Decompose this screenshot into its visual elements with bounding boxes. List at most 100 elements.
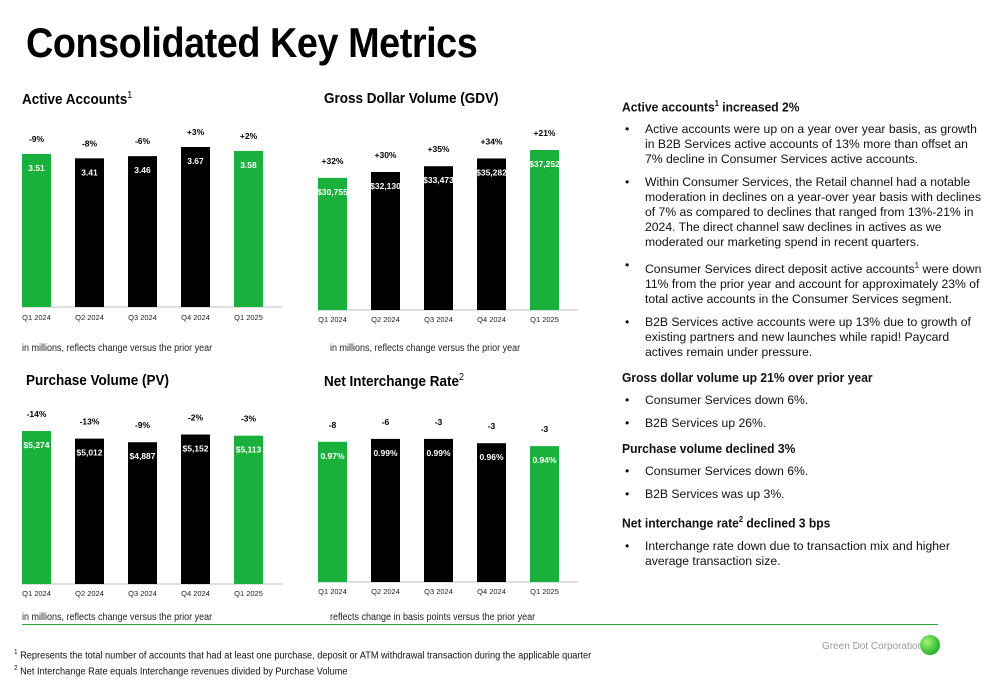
bar-change-label: -3 [488, 421, 496, 431]
category-label: Q4 2024 [477, 315, 506, 324]
bar [128, 156, 157, 307]
bullet-footnote-marker: 1 [914, 261, 920, 271]
commentary-panel: Active accounts1 increased 2%Active acco… [622, 96, 984, 579]
commentary-heading: Gross dollar volume up 21% over prior ye… [622, 370, 959, 385]
bar-value-label: 0.99% [373, 448, 398, 458]
bar [75, 438, 104, 584]
bar-value-label: $32,130 [370, 181, 401, 191]
purchase-volume-svg: $5,274 -14% Q1 2024 $5,012 -13% Q2 2024 $4,887… [22, 409, 282, 598]
chart-title: Purchase Volume (PV) [26, 372, 169, 389]
chart-title-sup: 2 [459, 372, 465, 383]
commentary-bullet: B2B Services up 26%. [622, 416, 984, 431]
footnote-2-text: Net Interchange Rate equals Interchange … [17, 666, 348, 678]
heading-footnote-marker: 2 [738, 515, 744, 525]
heading-text: declined 3 bps [743, 515, 831, 531]
chart-note: reflects change in basis points versus t… [330, 612, 536, 623]
bullet-text: Consumer Services down 6%. [645, 393, 809, 408]
bar-value-label: $5,274 [24, 440, 50, 450]
chart-title-text: Net Interchange Rate [324, 373, 460, 390]
bullet-text: were down 11% from the prior year and ac… [645, 262, 982, 307]
heading-text: increased 2% [718, 99, 800, 115]
chart-title: Net Interchange Rate2 [324, 372, 464, 390]
heading-text: Purchase volume declined 3% [622, 441, 796, 457]
commentary-bullet: B2B Services active accounts were up 13%… [622, 315, 984, 360]
commentary-heading: Net interchange rate2 declined 3 bps [622, 512, 959, 530]
commentary-heading: Purchase volume declined 3% [622, 441, 959, 456]
bar [128, 442, 157, 584]
commentary-bullet: Consumer Services down 6%. [622, 393, 984, 408]
category-label: Q4 2024 [181, 589, 210, 598]
bar [424, 438, 453, 582]
commentary-heading: Active accounts1 increased 2% [622, 96, 959, 114]
purchase-volume-chart: Purchase Volume (PV) $5,274 -14% Q1 2024 $5… [22, 372, 282, 623]
category-label: Q1 2024 [318, 315, 347, 324]
bar [318, 441, 347, 582]
bar-value-label: 0.97% [320, 451, 345, 461]
bar-change-label: -3 [541, 424, 549, 434]
bar-change-label: -3% [241, 414, 257, 424]
bar-change-label: -3 [435, 417, 443, 427]
bar-value-label: $4,887 [130, 451, 156, 461]
chart-title-text: Purchase Volume (PV) [26, 372, 170, 389]
bar-change-label: +2% [240, 131, 258, 141]
bar [477, 158, 506, 310]
footnote-1: 1 Represents the total number of account… [14, 646, 591, 662]
category-label: Q1 2024 [22, 313, 51, 322]
heading-footnote-marker: 1 [714, 99, 719, 108]
chart-title: Gross Dollar Volume (GDV) [324, 90, 499, 107]
active-accounts-svg: 3.51 -9% Q1 2024 3.41 -8% Q2 2024 3.46 -6% Q3 20… [22, 127, 282, 322]
bar [530, 446, 559, 582]
category-label: Q4 2024 [477, 587, 506, 596]
footnotes: 1 Represents the total number of account… [14, 646, 591, 679]
bullet-text: Within Consumer Services, the Retail cha… [645, 175, 982, 250]
commentary-bullet: Consumer Services down 6%. [622, 464, 984, 479]
chart-note: in millions, reflects change versus the … [22, 343, 213, 354]
bar [22, 153, 51, 307]
category-label: Q3 2024 [424, 315, 453, 324]
bullet-text: Consumer Services direct deposit active … [645, 262, 915, 277]
category-label: Q2 2024 [75, 589, 104, 598]
category-label: Q1 2025 [530, 587, 559, 596]
bar-change-label: -13% [80, 417, 100, 427]
commentary-list: Interchange rate down due to transaction… [622, 539, 984, 569]
bar-value-label: $35,282 [476, 167, 507, 177]
bar-change-label: +3% [187, 127, 205, 137]
chart-note: in millions, reflects change versus the … [330, 343, 521, 354]
bar-value-label: 0.96% [479, 452, 504, 462]
interchange-svg: 0.97% -8 Q1 2024 0.99% -6 Q2 2024 0.99% -3 Q3 20… [318, 417, 578, 596]
bullet-text: Consumer Services down 6%. [645, 464, 809, 479]
category-label: Q3 2024 [128, 589, 157, 598]
bar-change-label: -6 [382, 417, 390, 427]
footnote-2-marker: 2 [14, 665, 18, 673]
bar-value-label: 3.46 [134, 165, 151, 175]
bar-change-label: -8 [329, 420, 337, 430]
bar-value-label: 3.41 [81, 167, 98, 177]
category-label: Q2 2024 [371, 587, 400, 596]
bullet-text: Interchange rate down due to transaction… [645, 538, 950, 568]
commentary-list: Active accounts were up on a year over y… [622, 122, 984, 360]
bar [75, 158, 104, 307]
active-accounts-chart: Active Accounts1 3.51 -9% Q1 2024 3.41 -8% Q2… [22, 90, 282, 354]
bar-value-label: 0.99% [426, 448, 451, 458]
commentary-list: Consumer Services down 6%. B2B Services w… [622, 464, 984, 502]
bar-change-label: -9% [135, 420, 151, 430]
category-label: Q2 2024 [75, 313, 104, 322]
chart-note: in millions, reflects change versus the … [22, 612, 213, 623]
footnote-2: 2 Net Interchange Rate equals Interchang… [14, 662, 591, 678]
bar-value-label: 3.58 [240, 160, 257, 170]
bar-change-label: -2% [188, 413, 204, 423]
bar [318, 177, 347, 310]
bar [22, 431, 51, 584]
green-dot-logo-icon [920, 635, 940, 655]
heading-text: Active accounts [622, 99, 715, 115]
bar-change-label: -6% [135, 136, 151, 146]
gdv-chart: Gross Dollar Volume (GDV) $30,755 +32% Q1 … [318, 90, 578, 354]
bar-change-label: +30% [375, 150, 397, 160]
bar-change-label: -14% [27, 409, 47, 419]
bar [234, 435, 263, 584]
bar-value-label: $30,755 [318, 187, 348, 197]
bar-value-label: $33,473 [423, 175, 454, 185]
chart-title: Active Accounts1 [22, 90, 132, 108]
footnote-1-text: Represents the total number of accounts … [17, 650, 592, 662]
divider [22, 624, 938, 625]
